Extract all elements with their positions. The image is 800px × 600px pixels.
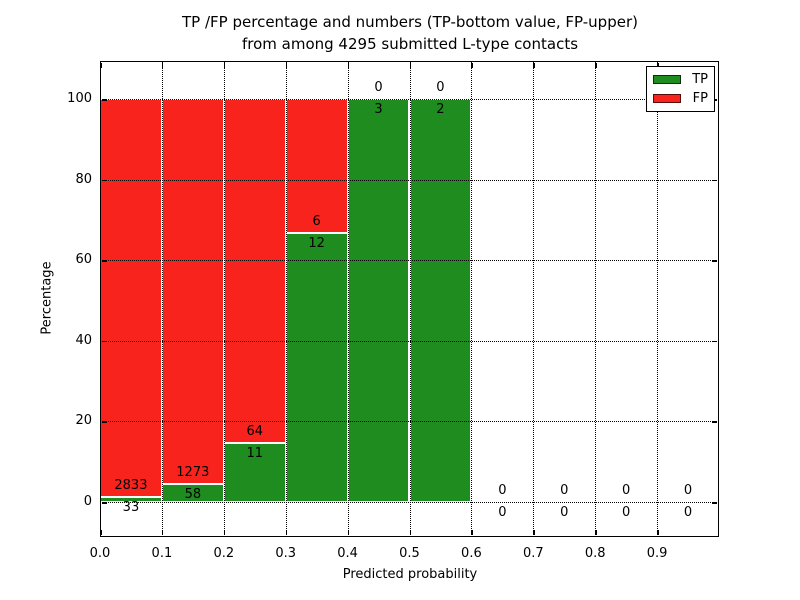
x-tick-label: 0.5: [399, 546, 420, 561]
tp-count-label: 0: [621, 505, 631, 520]
gridline-vertical: [657, 61, 659, 537]
x-tick-mark: [533, 63, 535, 68]
gridline-vertical: [161, 61, 163, 537]
tp-count-label: 11: [246, 445, 264, 461]
fp-count-label: 6: [312, 214, 321, 230]
x-tick-mark: [657, 63, 659, 68]
x-tick-mark: [100, 63, 102, 68]
tp-count-label: 2: [436, 102, 445, 117]
x-tick-label: 0.8: [584, 546, 606, 561]
y-tick-mark: [712, 502, 717, 504]
legend-label: TP: [692, 72, 708, 88]
fp-count-label: 0: [621, 483, 631, 498]
tp-count-label: 12: [308, 236, 325, 252]
x-tick-mark: [285, 530, 288, 535]
x-tick-mark: [471, 530, 473, 535]
x-tick-label: 0.0: [89, 546, 111, 561]
tp-count-label: 58: [184, 487, 202, 503]
x-tick-label: 0.1: [151, 546, 173, 561]
fp-count-label: 0: [374, 80, 383, 95]
x-tick-label: 0.6: [461, 546, 482, 561]
x-tick-mark: [161, 63, 164, 68]
legend-swatch-fp: [653, 93, 681, 103]
y-tick-label: 100: [67, 91, 92, 106]
tp-count-label: 0: [560, 505, 569, 520]
y-tick-mark: [102, 502, 107, 504]
y-tick-label: 80: [75, 171, 92, 187]
tp-count-label: 33: [122, 500, 140, 516]
bar-segment-tp: [347, 99, 410, 502]
y-tick-mark: [102, 179, 107, 182]
bar-segment-fp: [285, 99, 348, 234]
gridline-vertical: [285, 61, 287, 537]
gridline-vertical: [595, 61, 597, 537]
y-tick-mark: [102, 340, 107, 343]
legend-item: TP: [653, 72, 708, 87]
x-tick-mark: [347, 530, 350, 535]
chart-title-line1: TP /FP percentage and numbers (TP-bottom…: [182, 13, 638, 31]
bar-segment-fp: [161, 99, 224, 485]
gridline-vertical: [533, 61, 535, 537]
y-tick-mark: [102, 99, 107, 101]
gridline-vertical: [223, 61, 225, 537]
x-tick-label: 0.7: [522, 546, 544, 561]
y-tick-mark: [712, 260, 717, 262]
fp-count-label: 2833: [114, 478, 148, 494]
tp-count-label: 0: [498, 505, 507, 520]
bar-segment-tp: [223, 442, 286, 502]
legend: TP FP: [646, 66, 715, 112]
legend-label: FP: [692, 90, 708, 106]
x-tick-mark: [471, 63, 473, 68]
tp-count-label: 0: [683, 505, 693, 520]
x-tick-mark: [100, 530, 102, 535]
x-tick-mark: [347, 63, 350, 68]
chart-title-line2: from among 4295 submitted L-type contact…: [241, 35, 579, 53]
gridline-vertical: [471, 61, 473, 537]
x-tick-mark: [285, 63, 288, 68]
tp-count-label: 3: [374, 102, 383, 117]
y-tick-mark: [102, 421, 107, 423]
x-tick-mark: [161, 530, 164, 535]
y-tick-mark: [102, 260, 107, 262]
x-tick-label: 0.2: [213, 546, 235, 561]
fp-count-label: 0: [436, 80, 445, 95]
fp-count-label: 1273: [176, 465, 210, 481]
legend-item: FP: [653, 91, 708, 106]
y-axis-label: Percentage: [39, 261, 55, 335]
x-tick-label: 0.4: [337, 546, 358, 561]
gridline-vertical: [347, 61, 349, 537]
fp-count-label: 64: [246, 423, 264, 439]
bar-segment-tp: [409, 99, 472, 502]
x-tick-label: 0.3: [275, 546, 297, 561]
bar-segment-fp: [223, 99, 286, 443]
y-tick-mark: [712, 340, 717, 343]
x-axis-label: Predicted probability: [342, 567, 478, 582]
gridline-vertical: [409, 61, 411, 537]
x-tick-mark: [533, 530, 535, 535]
x-tick-mark: [595, 63, 597, 68]
legend-swatch-tp: [653, 75, 681, 85]
y-tick-mark: [712, 179, 717, 182]
y-tick-label: 0: [83, 494, 92, 509]
fp-count-label: 0: [560, 483, 569, 498]
bar-segment-fp: [100, 99, 162, 498]
y-tick-label: 40: [75, 332, 92, 348]
y-tick-mark: [712, 421, 717, 423]
x-tick-mark: [409, 530, 411, 535]
bar-segment-tp: [285, 233, 348, 502]
y-tick-label: 20: [75, 413, 92, 429]
x-tick-label: 0.9: [646, 546, 668, 561]
x-tick-mark: [409, 63, 411, 68]
fp-count-label: 0: [683, 483, 693, 498]
fp-count-label: 0: [498, 483, 507, 498]
y-tick-label: 60: [75, 252, 92, 268]
x-tick-mark: [595, 530, 597, 535]
x-tick-mark: [657, 530, 659, 535]
x-tick-mark: [223, 63, 226, 68]
x-tick-mark: [223, 530, 226, 535]
